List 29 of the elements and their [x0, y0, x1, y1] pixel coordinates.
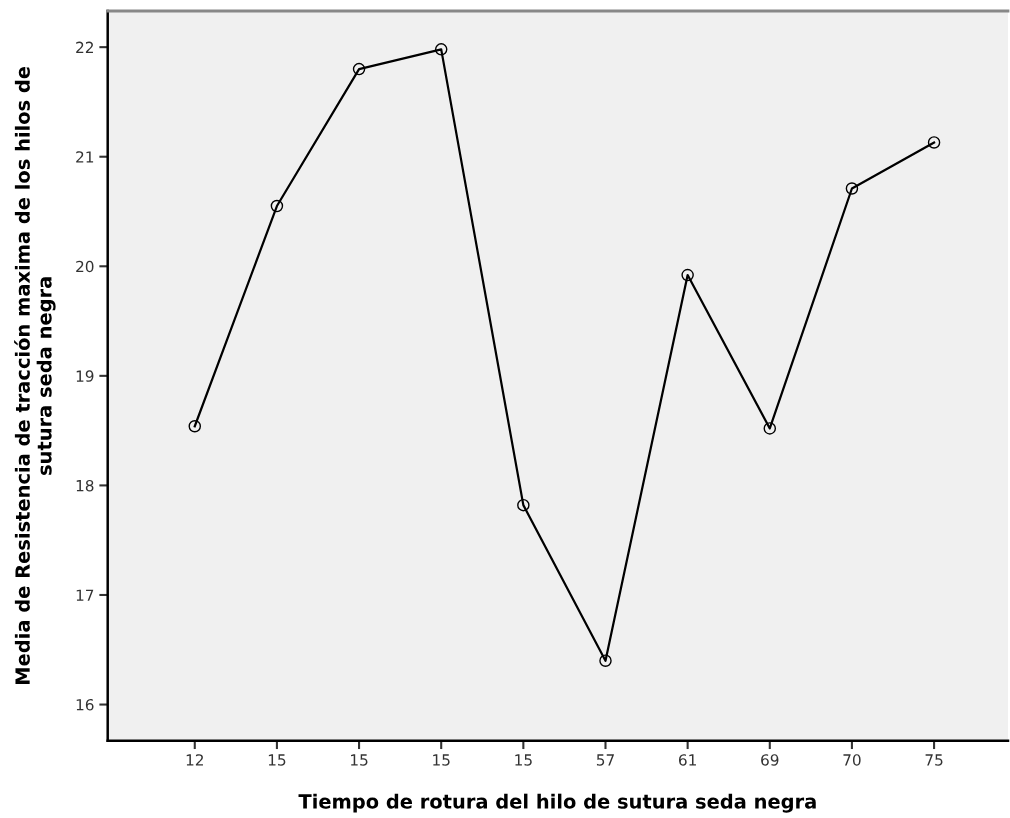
point — [270, 199, 284, 213]
x-tick-label: 15 — [515, 754, 532, 766]
x-tick-label: 75 — [925, 754, 943, 766]
point — [763, 422, 777, 435]
x-tick-label: 15 — [351, 754, 368, 766]
point — [681, 268, 694, 282]
y-tick-label: 17 — [76, 589, 94, 601]
point — [188, 419, 202, 433]
x-tick-label: 12 — [186, 754, 203, 766]
y-axis-title: Media de Resistencia de tracción maxima de los hilos de sutura seda negra — [14, 66, 56, 684]
point — [434, 43, 448, 56]
y-tick-label: 20 — [76, 260, 94, 273]
y-tick-label: 18 — [76, 479, 94, 492]
x-tick-label: 69 — [761, 754, 779, 766]
point — [517, 498, 530, 512]
y-tick-label: 16 — [76, 699, 94, 711]
x-axis-title: Tiempo de rotura del hilo de sutura seda negra — [298, 793, 816, 813]
point — [845, 182, 859, 195]
y-tick-label: 22 — [76, 41, 93, 53]
point — [352, 62, 366, 76]
x-tick-label: 61 — [678, 754, 696, 766]
x-tick-label: 15 — [268, 754, 286, 766]
y-tick-label: 19 — [76, 370, 94, 382]
x-tick-label: 57 — [596, 754, 614, 766]
point — [927, 136, 941, 149]
y-tick-label: 21 — [76, 151, 94, 163]
point — [599, 654, 612, 667]
x-tick-label: 70 — [843, 754, 861, 766]
x-tick-label: 15 — [433, 754, 450, 766]
